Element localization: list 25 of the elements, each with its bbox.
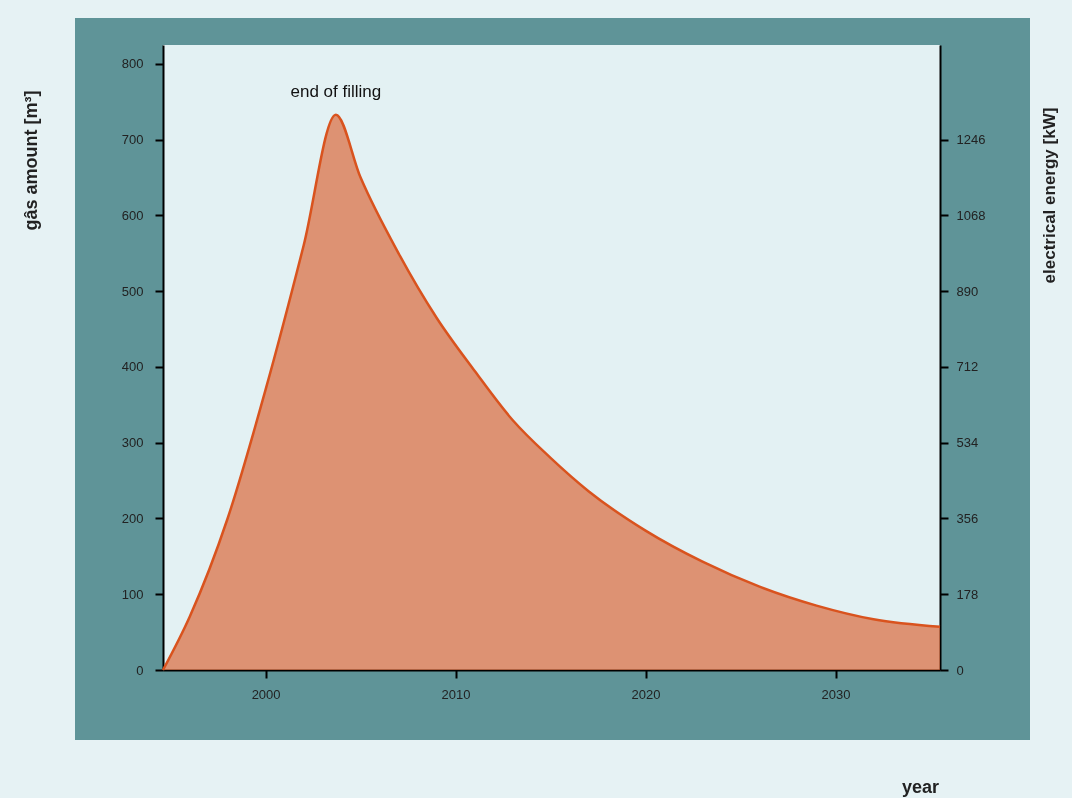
y2-axis-title: electrical energy [kW] (1039, 107, 1059, 284)
x-tick-label: 2000 (251, 686, 281, 702)
x-tick-label: 2010 (441, 686, 471, 702)
y-tick-label: 600 (121, 207, 144, 223)
y-tick-label: 400 (121, 359, 144, 375)
y-tick-label: 100 (121, 586, 144, 602)
y2-tick-label: 1246 (956, 132, 986, 148)
y2-tick-label: 178 (956, 586, 979, 602)
y-tick-label: 500 (121, 283, 144, 299)
y-tick-label: 200 (121, 510, 144, 526)
y2-tick-label: 356 (956, 510, 979, 526)
x-tick-label: 2020 (631, 686, 661, 702)
y2-tick-label: 534 (956, 435, 979, 451)
y2-tick-label: 712 (956, 359, 979, 375)
annotation: end of filling (290, 81, 382, 101)
y-tick-label: 300 (121, 435, 144, 451)
y-tick-label: 700 (121, 132, 144, 148)
y2-tick-label: 1068 (956, 207, 986, 223)
y-tick-label: 0 (136, 662, 144, 678)
y-axis-title: gâs amount [m³] (20, 90, 41, 231)
x-tick-label: 2030 (821, 686, 851, 702)
y2-tick-label: 0 (956, 662, 964, 678)
y-tick-label: 800 (121, 56, 144, 72)
x-axis-title: year (901, 776, 940, 797)
y2-tick-label: 890 (956, 283, 979, 299)
